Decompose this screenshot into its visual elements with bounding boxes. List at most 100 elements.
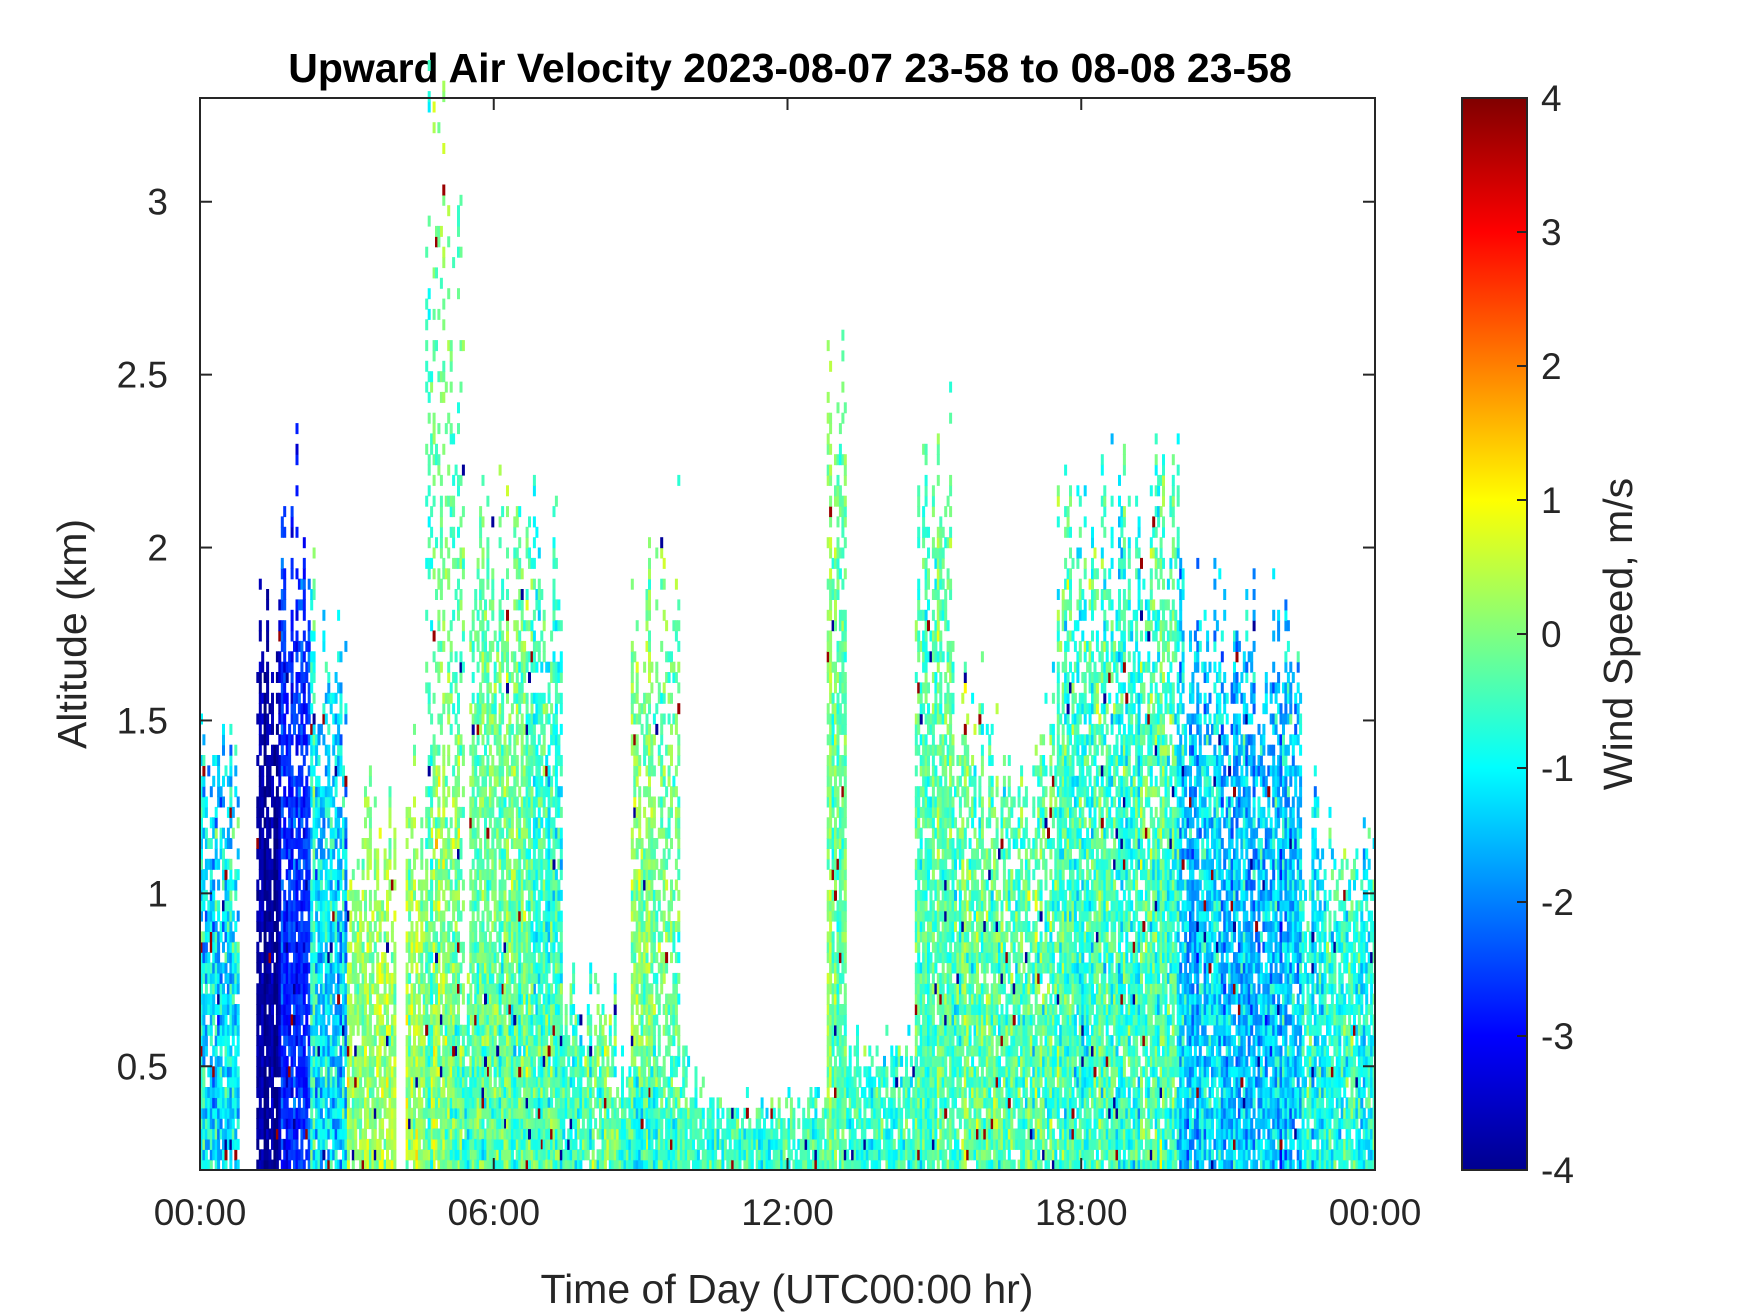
heatmap-cell (290, 609, 294, 621)
heatmap-cell (263, 1076, 267, 1088)
heatmap-cell (354, 1066, 358, 1078)
heatmap-cell (339, 1128, 343, 1140)
heatmap-cell (393, 1014, 397, 1026)
heatmap-cell (222, 910, 225, 922)
heatmap-cell (461, 661, 465, 673)
heatmap-cell (435, 1024, 438, 1036)
heatmap-cell (537, 578, 541, 590)
heatmap-cell (368, 1138, 372, 1150)
heatmap-cell (273, 1118, 277, 1130)
heatmap-cell (339, 952, 343, 964)
heatmap-cell (439, 713, 443, 725)
heatmap-cell (339, 806, 343, 818)
heatmap-cell (537, 640, 541, 652)
heatmap-cell (491, 889, 495, 901)
heatmap-cell (297, 931, 301, 943)
heatmap-cell (204, 1128, 208, 1140)
heatmap-cell (307, 786, 311, 798)
heatmap-cell (290, 703, 294, 715)
heatmap-cell (285, 692, 289, 704)
heatmap-cell (212, 1107, 216, 1119)
heatmap-cell (488, 806, 492, 818)
heatmap-cell (266, 1149, 270, 1161)
heatmap-cell (297, 1159, 301, 1171)
heatmap-cell (476, 962, 480, 974)
heatmap-cell (327, 983, 331, 995)
heatmap-cell (488, 651, 492, 663)
heatmap-cell (376, 900, 380, 912)
heatmap-cell (437, 568, 441, 580)
heatmap-cell (329, 1107, 333, 1119)
heatmap-cell (307, 651, 311, 663)
heatmap-cell (515, 661, 519, 673)
heatmap-cell (515, 516, 519, 528)
heatmap-cell (280, 640, 284, 652)
heatmap-cell (432, 1024, 436, 1036)
heatmap-cell (300, 734, 304, 746)
heatmap-cell (417, 1076, 421, 1088)
heatmap-cell (310, 1004, 314, 1015)
heatmap-cell (413, 1149, 416, 1161)
heatmap-cell (493, 858, 497, 870)
heatmap-cell (324, 838, 328, 849)
heatmap-cell (417, 1014, 421, 1026)
heatmap-cell (271, 983, 274, 995)
heatmap-cell (236, 941, 240, 953)
heatmap-cell (261, 692, 265, 704)
heatmap-cell (430, 381, 434, 393)
heatmap-cell (461, 464, 465, 476)
heatmap-cell (506, 952, 509, 964)
heatmap-cell (307, 1024, 311, 1036)
heatmap-cell (297, 858, 301, 870)
heatmap-cell (371, 1118, 375, 1130)
heatmap-cell (256, 1138, 260, 1150)
heatmap-cell (520, 599, 524, 611)
heatmap-cell (552, 931, 556, 943)
heatmap-cell (444, 796, 448, 808)
heatmap-cell (474, 630, 478, 642)
heatmap-cell (532, 1097, 536, 1109)
heatmap-cell (471, 817, 475, 829)
heatmap-cell (381, 993, 385, 1005)
heatmap-cell (349, 921, 353, 932)
heatmap-cell (420, 1045, 424, 1057)
heatmap-cell (300, 1045, 304, 1057)
heatmap-cell (222, 1097, 225, 1109)
heatmap-cell (457, 744, 460, 756)
heatmap-cell (386, 1149, 389, 1161)
heatmap-cell (229, 952, 233, 964)
heatmap-cell (486, 547, 490, 559)
heatmap-cell (214, 827, 218, 839)
heatmap-cell (371, 910, 375, 922)
heatmap-cell (520, 692, 524, 704)
heatmap-cell (283, 1087, 287, 1098)
heatmap-cell (479, 723, 483, 735)
heatmap-cell (545, 755, 549, 766)
heatmap-cell (427, 962, 431, 974)
heatmap-cell (222, 879, 225, 891)
heatmap-cell (454, 775, 458, 787)
heatmap-cell (295, 443, 299, 455)
heatmap-cell (437, 609, 441, 621)
heatmap-cell (481, 672, 485, 683)
heatmap-cell (432, 568, 436, 580)
heatmap-cell (234, 869, 238, 881)
heatmap-cell (405, 1035, 409, 1047)
heatmap-cell (283, 661, 287, 673)
heatmap-cell (300, 682, 304, 694)
heatmap-cell (486, 806, 490, 818)
heatmap-cell (408, 900, 412, 912)
heatmap-cell (435, 900, 438, 912)
heatmap-cell (297, 941, 301, 953)
heatmap-cell (469, 983, 473, 995)
heatmap-cell (339, 931, 343, 943)
heatmap-cell (334, 672, 338, 683)
heatmap-cell (302, 1128, 306, 1140)
heatmap-cell (278, 869, 282, 881)
heatmap-cell (366, 1024, 370, 1036)
heatmap-cell (506, 651, 509, 663)
heatmap-cell (266, 806, 270, 818)
heatmap-cell (297, 983, 301, 995)
heatmap-cell (525, 1035, 529, 1047)
heatmap-cell (327, 682, 331, 694)
